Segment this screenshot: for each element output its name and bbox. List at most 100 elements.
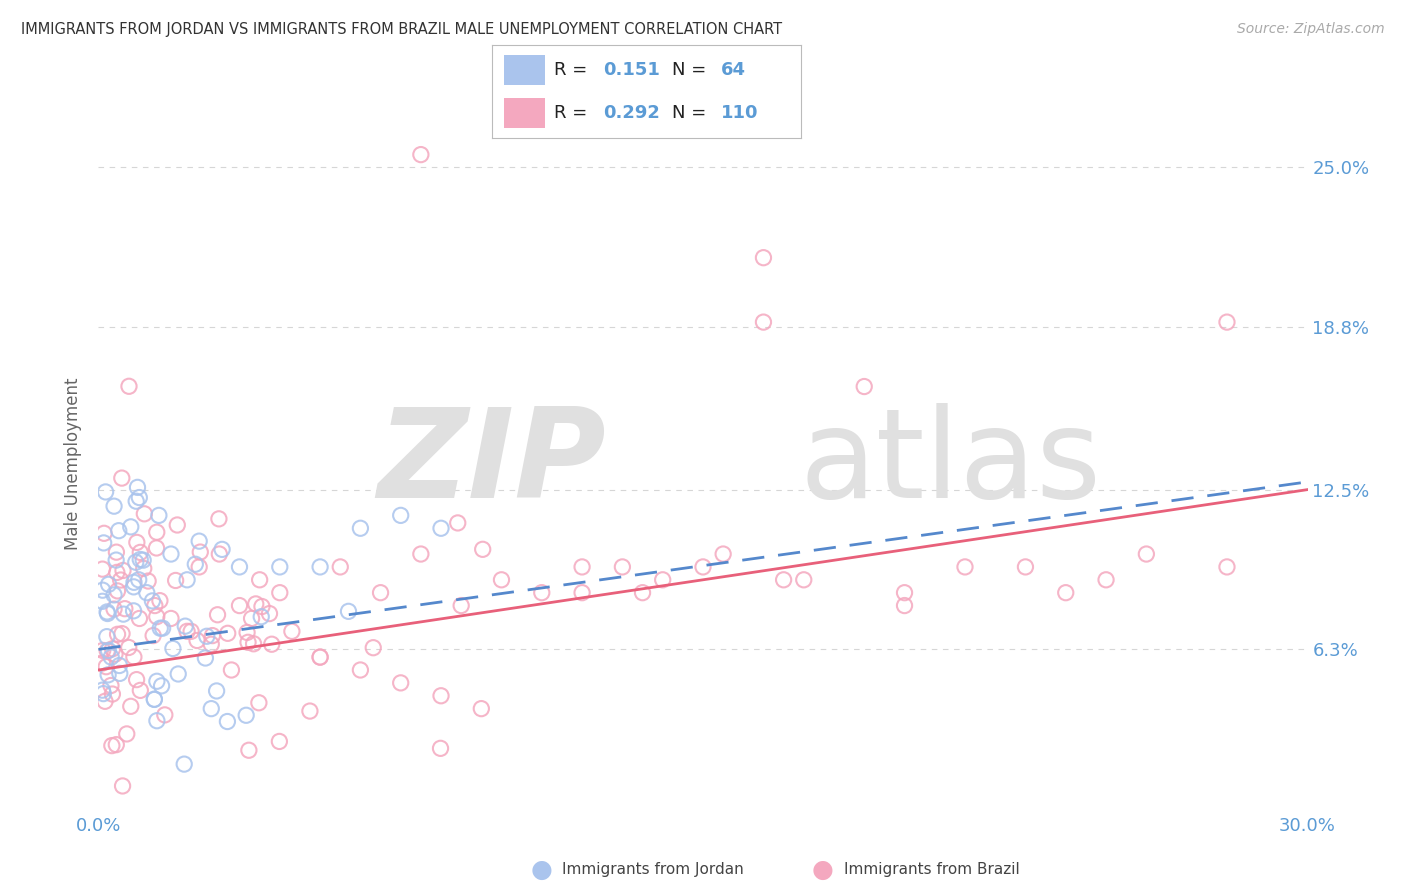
Point [162, 641, 184, 656]
Point [953, 560, 976, 574]
Point [129, 683, 152, 698]
Point [194, 651, 217, 665]
Point [118, 640, 141, 655]
Point [195, 629, 218, 643]
Point [111, 779, 134, 793]
Point [228, 599, 250, 613]
Point [245, 597, 267, 611]
Point [103, 602, 125, 616]
Point [125, 535, 148, 549]
Point [167, 667, 190, 681]
Point [752, 315, 775, 329]
Point [146, 609, 169, 624]
Point [447, 516, 470, 530]
Point [281, 624, 304, 639]
Point [176, 573, 198, 587]
Point [329, 560, 352, 574]
Point [132, 561, 155, 575]
Point [1054, 585, 1077, 599]
Point [208, 512, 231, 526]
Point [430, 689, 453, 703]
Point [93, 526, 115, 541]
Point [93, 536, 115, 550]
Point [112, 607, 135, 621]
Point [651, 573, 673, 587]
Text: R =: R = [554, 104, 593, 122]
Point [145, 541, 167, 555]
Point [105, 566, 128, 580]
Point [125, 555, 148, 569]
Point [389, 508, 412, 523]
Point [101, 641, 124, 656]
Point [207, 607, 229, 622]
Point [236, 625, 259, 640]
Point [128, 611, 150, 625]
Point [122, 580, 145, 594]
Point [893, 585, 915, 599]
Point [450, 599, 472, 613]
Point [228, 560, 250, 574]
Point [160, 611, 183, 625]
Point [250, 599, 273, 614]
Point [236, 635, 259, 649]
Point [471, 542, 494, 557]
Point [143, 692, 166, 706]
Point [128, 573, 150, 587]
Text: 0.151: 0.151 [603, 61, 661, 78]
Point [188, 560, 211, 574]
Point [91, 643, 114, 657]
Point [250, 609, 273, 624]
Point [120, 520, 142, 534]
Point [129, 545, 152, 559]
Point [217, 714, 239, 729]
Point [188, 534, 211, 549]
Point [571, 560, 593, 574]
Point [242, 637, 264, 651]
Text: ZIP: ZIP [378, 403, 606, 524]
Point [129, 552, 152, 566]
Point [337, 604, 360, 618]
Text: Immigrants from Jordan: Immigrants from Jordan [562, 863, 744, 877]
Point [1216, 560, 1239, 574]
Point [186, 633, 208, 648]
Point [142, 629, 165, 643]
Point [470, 701, 492, 715]
Text: Source: ZipAtlas.com: Source: ZipAtlas.com [1237, 22, 1385, 37]
Point [128, 491, 150, 505]
Point [1095, 573, 1118, 587]
Point [110, 573, 132, 587]
Point [111, 564, 134, 578]
Point [94, 484, 117, 499]
Point [174, 619, 197, 633]
Point [97, 668, 120, 682]
Point [114, 601, 136, 615]
Point [111, 626, 134, 640]
Text: 0.292: 0.292 [603, 104, 661, 122]
Point [692, 560, 714, 574]
Y-axis label: Male Unemployment: Male Unemployment [65, 377, 83, 550]
Point [389, 676, 412, 690]
Point [107, 583, 129, 598]
Point [370, 585, 392, 599]
Point [240, 611, 263, 625]
Point [176, 624, 198, 639]
Point [571, 585, 593, 599]
Point [94, 694, 117, 708]
Point [135, 585, 157, 599]
Bar [505, 98, 544, 128]
Point [152, 621, 174, 635]
Point [91, 562, 114, 576]
Point [146, 714, 169, 728]
Bar [505, 55, 544, 85]
Point [127, 480, 149, 494]
Text: 110: 110 [721, 104, 758, 122]
Point [853, 379, 876, 393]
Point [108, 658, 131, 673]
Point [217, 626, 239, 640]
Point [141, 594, 163, 608]
Point [143, 599, 166, 613]
Point [103, 588, 125, 602]
Text: N =: N = [672, 61, 711, 78]
Point [122, 575, 145, 590]
Point [211, 542, 233, 557]
